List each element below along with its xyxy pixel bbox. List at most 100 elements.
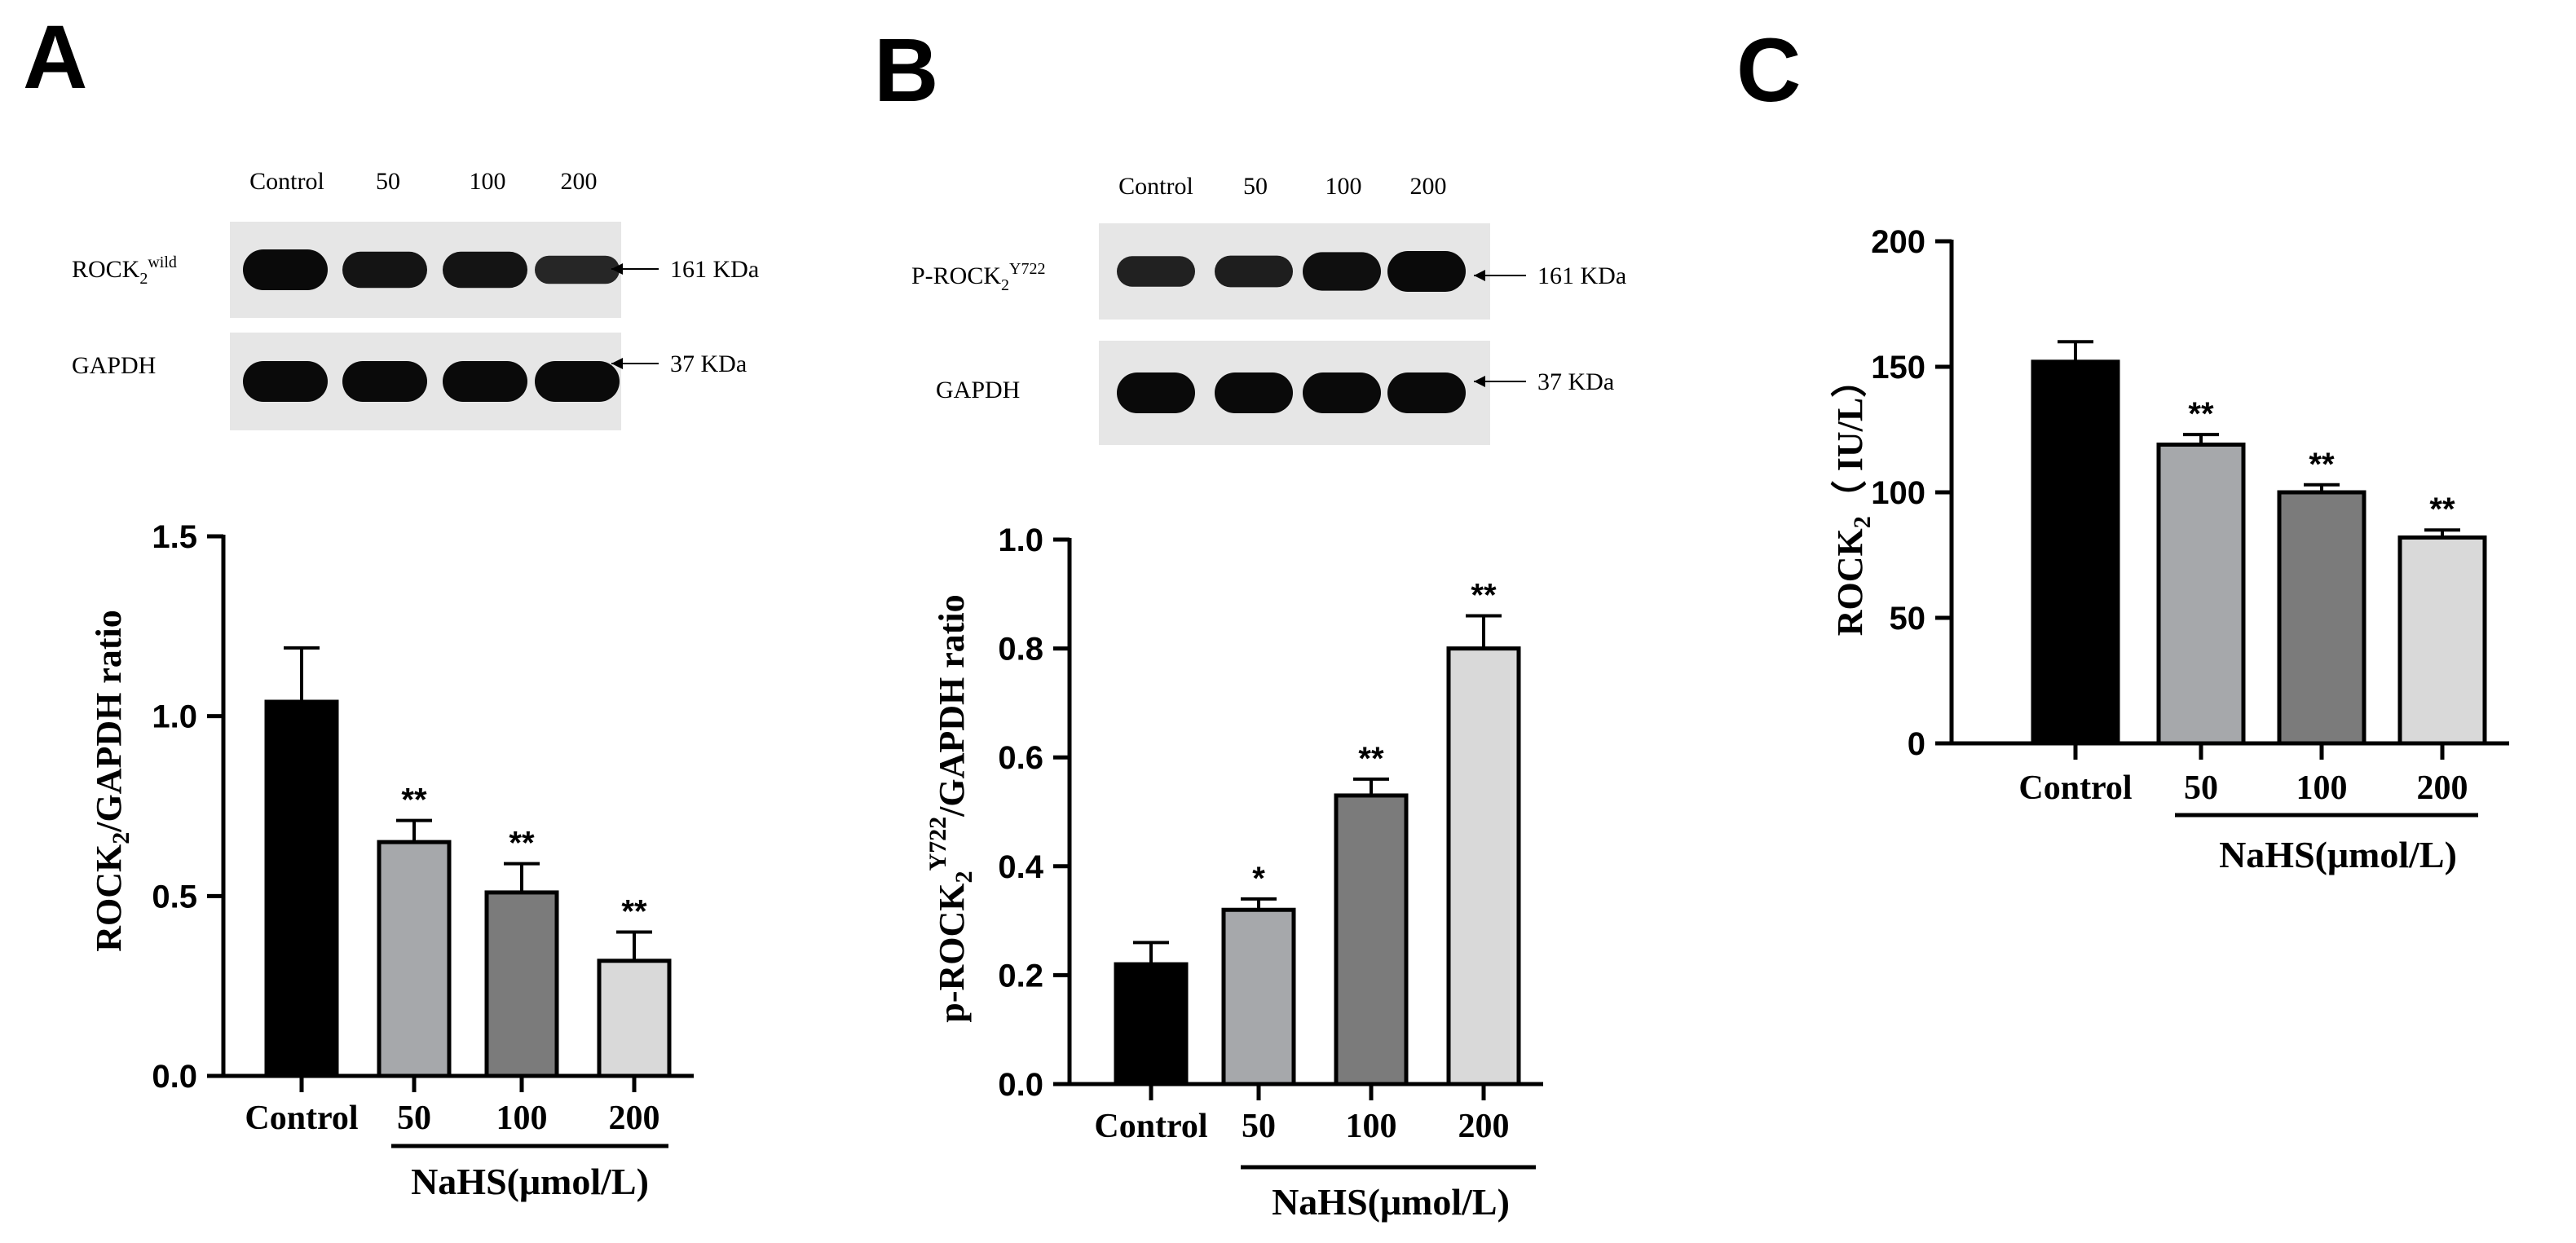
y-tick-label: 0.8 xyxy=(998,632,1043,668)
significance-label: * xyxy=(1252,861,1265,897)
blot-band xyxy=(342,251,427,289)
x-tick-label: 200 xyxy=(609,1100,660,1137)
y-tick-label: 0.6 xyxy=(998,740,1043,776)
x-tick-label: 100 xyxy=(1346,1108,1397,1145)
y-tick-label: 200 xyxy=(1871,224,1925,260)
lane-label: Control xyxy=(249,168,324,195)
blot-band xyxy=(443,251,527,289)
bar xyxy=(1334,793,1409,1087)
y-tick-label: 0.0 xyxy=(152,1059,197,1095)
blot-kda-label: 37 KDa xyxy=(1537,368,1614,395)
x-tick-label: 100 xyxy=(2296,769,2348,807)
panel-letter-b: B xyxy=(874,20,938,121)
lane-label: 200 xyxy=(1410,173,1447,200)
bar xyxy=(2031,359,2120,746)
bar-chart-c: 0 50 100 150 200 Control 50 ** 100 ** 200 ** NaHS(μm… xyxy=(1871,224,2509,875)
blot-arrow-head xyxy=(611,263,623,275)
group-label: NaHS(μmol/L) xyxy=(2219,834,2457,875)
lane-label: 50 xyxy=(376,168,400,195)
y-tick-label: 0.2 xyxy=(998,958,1043,994)
bar xyxy=(1221,907,1296,1087)
bar xyxy=(1114,962,1189,1087)
blot-band xyxy=(443,361,527,402)
significance-label: ** xyxy=(2429,491,2455,527)
x-tick-label: 100 xyxy=(496,1100,548,1137)
lane-label: 100 xyxy=(470,168,506,195)
panel-letter-c: C xyxy=(1736,20,1801,121)
x-tick-label: 50 xyxy=(2184,769,2218,807)
western-blot-b: Control 50 100 200 P-ROCK2Y722 161 KDa GAPDH 37… xyxy=(911,173,1626,445)
blot-band xyxy=(535,361,620,402)
blot-band xyxy=(1117,372,1195,413)
bar xyxy=(2277,490,2366,746)
blot-row-label-main: GAPDH xyxy=(72,352,156,379)
blot-row-label-main: GAPDH xyxy=(936,377,1020,403)
lane-label: 200 xyxy=(561,168,598,195)
bar xyxy=(264,699,339,1078)
blot-kda-label: 161 KDa xyxy=(670,256,759,283)
y-tick-label: 1.0 xyxy=(152,699,197,735)
y-tick-label: 50 xyxy=(1890,601,1926,637)
blot-kda-label: 37 KDa xyxy=(670,350,747,377)
y-axis-label-c: ROCK2（ IU/L） xyxy=(1830,362,1876,636)
bar xyxy=(2156,442,2246,746)
y-tick-label: 0.0 xyxy=(998,1067,1043,1103)
blot-band xyxy=(535,255,620,284)
bar xyxy=(597,959,672,1078)
blot-arrow-head xyxy=(1474,376,1485,387)
significance-label: ** xyxy=(1358,741,1384,777)
y-tick-label: 1.0 xyxy=(998,522,1043,558)
x-tick-label: Control xyxy=(2018,769,2132,807)
x-tick-label: 200 xyxy=(1458,1108,1510,1145)
y-tick-label: 150 xyxy=(1871,350,1925,386)
x-tick-label: 50 xyxy=(1242,1108,1276,1145)
blot-band xyxy=(1387,372,1466,413)
blot-band xyxy=(1303,372,1381,413)
blot-arrow-head xyxy=(611,358,623,369)
lane-label: Control xyxy=(1118,173,1193,200)
blot-row-label: GAPDH xyxy=(936,377,1020,403)
blot-row-label: ROCK2wild xyxy=(72,253,177,288)
bar xyxy=(2397,535,2487,746)
significance-label: ** xyxy=(2309,447,2335,483)
blot-row-label: GAPDH xyxy=(72,352,156,379)
bar xyxy=(484,890,559,1078)
lane-label: 100 xyxy=(1325,173,1362,200)
x-tick-label: Control xyxy=(245,1100,358,1137)
y-tick-label: 0.5 xyxy=(152,879,197,915)
significance-label: ** xyxy=(401,782,427,818)
blot-row-label-sub: 2 xyxy=(139,270,148,288)
bar-chart-b: 0.0 0.2 0.4 0.6 0.8 1.0 Control 50 * 100 ** 200 ** Na… xyxy=(998,522,1543,1223)
blot-band xyxy=(342,361,427,402)
bar xyxy=(377,840,452,1078)
significance-label: ** xyxy=(2188,396,2214,432)
significance-label: ** xyxy=(1471,578,1497,614)
blot-kda-label: 161 KDa xyxy=(1537,262,1626,289)
blot-row-label-sub: 2 xyxy=(1001,276,1009,294)
x-tick-label: 50 xyxy=(397,1100,431,1137)
significance-label: ** xyxy=(621,893,647,929)
blot-band xyxy=(1215,255,1293,288)
bar xyxy=(1446,646,1521,1087)
blot-row-label-main: ROCK xyxy=(72,256,140,283)
blot-row-label-sup: Y722 xyxy=(1009,260,1045,278)
significance-label: ** xyxy=(509,826,535,862)
y-tick-label: 100 xyxy=(1871,475,1925,511)
y-tick-label: 0 xyxy=(1908,726,1925,762)
blot-band xyxy=(1303,252,1381,291)
x-tick-label: Control xyxy=(1094,1108,1207,1145)
group-label: NaHS(μmol/L) xyxy=(1272,1181,1510,1223)
lane-label: 50 xyxy=(1243,173,1268,200)
blot-band xyxy=(1117,256,1195,287)
blot-band xyxy=(1215,372,1293,413)
blot-band xyxy=(243,249,328,290)
y-tick-label: 0.4 xyxy=(998,849,1043,885)
western-blot-a: Control 50 100 200 ROCK2wild 161 KDa GAPDH 37 K… xyxy=(72,168,759,430)
panel-letter-a: A xyxy=(23,7,87,108)
y-axis-label-a: ROCK2/GAPDH ratio xyxy=(89,610,135,952)
group-label: NaHS(μmol/L) xyxy=(411,1161,649,1202)
y-tick-label: 1.5 xyxy=(152,519,197,555)
y-axis-label-b: p-ROCK2Y722/GAPDH ratio xyxy=(924,594,977,1022)
blot-row-label: P-ROCK2Y722 xyxy=(911,260,1045,294)
bar-chart-a: 0.0 0.5 1.0 1.5 Control 50 ** 100 ** 200 ** NaHS(μm… xyxy=(152,519,694,1202)
